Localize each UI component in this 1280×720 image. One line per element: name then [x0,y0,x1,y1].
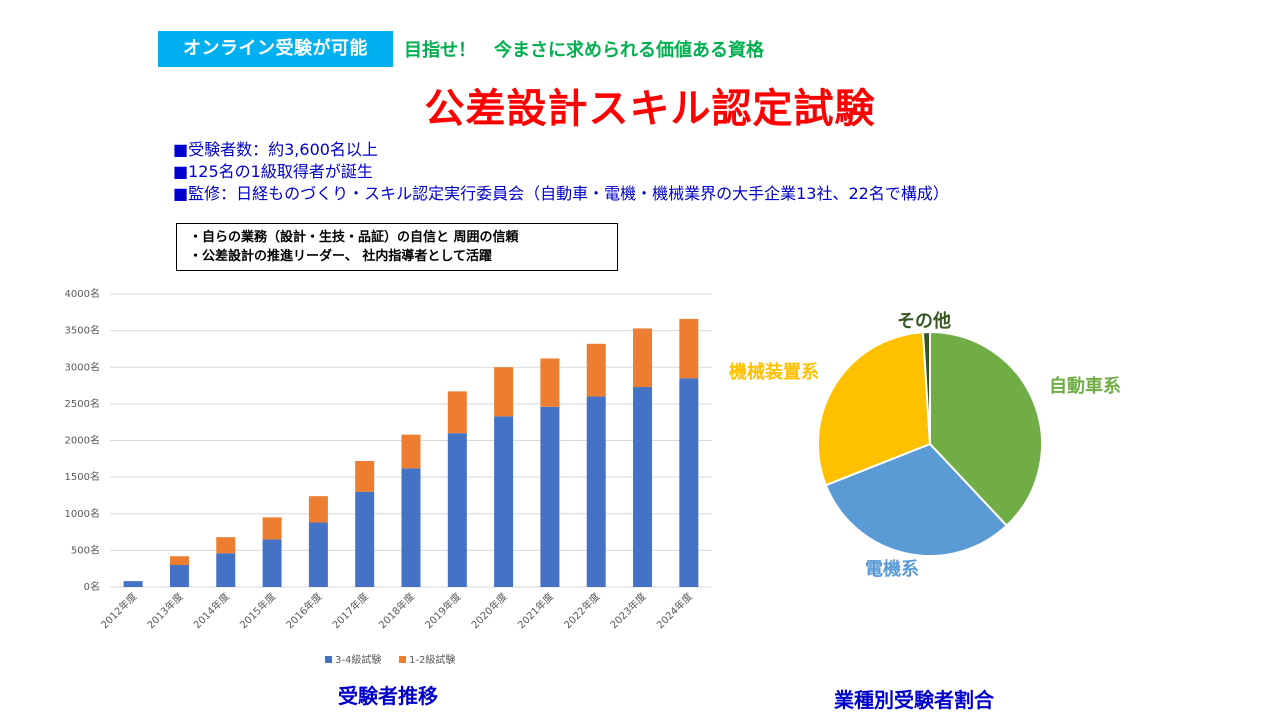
bar-grade-3-4 [494,416,514,587]
bar-grade-1-2 [633,328,653,388]
bar-grade-1-2 [216,537,236,554]
pie-slice-label: 電機系 [865,558,919,580]
tagline: 目指せ！ 今まさに求められる価値ある資格 [404,40,764,61]
bar-chart-caption: 受験者推移 [338,684,438,708]
x-tick-label: 2018年度 [376,590,417,631]
online-exam-badge: オンライン受験が可能 [158,31,393,67]
bar-grade-3-4 [308,522,328,587]
bullet-list: ■受験者数：約3,600名以上 ■125名の1級取得者が誕生 ■監修：日経ものづ… [173,139,949,205]
bar-grade-3-4 [262,539,282,587]
bar-grade-3-4 [540,406,560,587]
legend-swatch [399,656,406,663]
pie-slice [817,331,932,487]
bar-grade-3-4 [123,581,143,587]
x-tick-label: 2023年度 [607,590,648,631]
page-title: 公差設計スキル認定試験 [424,86,876,132]
x-tick-label: 2024年度 [654,590,695,631]
y-tick-label: 0名 [84,580,100,593]
y-tick-label: 1000名 [65,507,100,520]
note-line-leader: ・公差設計の推進リーダー、 社内指導者として活躍 [189,249,493,264]
benefits-note-box: ・自らの業務（設計・生技・品証）の自信と 周囲の信頼 ・公差設計の推進リーダー、… [176,223,618,271]
y-tick-label: 3500名 [65,324,100,337]
bar-grade-1-2 [262,517,282,540]
pie-slice [824,442,1009,557]
pie-slice [921,330,931,445]
y-tick-label: 2500名 [65,397,100,410]
legend-label: 3-4級試験 [335,653,381,666]
bullet-supervision: ■監修：日経ものづくり・スキル認定実行委員会（自動車・電機・機械業界の大手企業1… [173,184,949,203]
y-tick-label: 2000名 [65,434,100,447]
x-tick-label: 2014年度 [191,590,232,631]
examinee-trend-bar-chart: 0名 500名 1000名 1500名 2000名 2500名 3000名 3500名 4000… [65,287,712,666]
y-tick-label: 4000名 [65,287,100,300]
bullet-examinees: ■受験者数：約3,600名以上 [173,140,378,159]
bar-grade-1-2 [308,496,328,523]
bar-grade-3-4 [586,396,606,587]
bar-grade-3-4 [216,553,236,587]
x-tick-label: 2019年度 [422,590,463,631]
x-tick-label: 2022年度 [561,590,602,631]
bar-grade-1-2 [355,461,375,492]
bar-grade-1-2 [586,343,606,397]
bar-grade-1-2 [169,556,189,566]
pie-slice [929,330,1043,528]
bar-grade-1-2 [401,434,421,469]
bar-grade-3-4 [679,378,699,587]
legend-label: 1-2級試験 [409,653,455,666]
pie-slice-label: その他 [897,310,951,332]
bar-grade-1-2 [447,391,467,434]
note-line-confidence: ・自らの業務（設計・生技・品証）の自信と 周囲の信頼 [189,230,519,245]
x-tick-label: 2020年度 [468,590,509,631]
pie-slice-label: 自動車系 [1049,375,1121,397]
bar-grade-3-4 [355,491,375,587]
bar-grade-1-2 [494,367,514,417]
bullet-first-grade: ■125名の1級取得者が誕生 [173,162,373,181]
legend-swatch [325,656,332,663]
y-tick-label: 1500名 [65,470,100,483]
y-tick-label: 500名 [71,543,100,556]
bar-grade-3-4 [633,387,653,587]
x-tick-label: 2017年度 [329,590,370,631]
y-tick-label: 3000名 [65,360,100,373]
bar-grade-1-2 [679,318,699,379]
bar-grade-1-2 [540,358,560,407]
pie-chart-caption: 業種別受験者割合 [834,688,994,712]
bar-grade-3-4 [447,433,467,587]
x-tick-label: 2015年度 [237,590,278,631]
pie-slice-label: 機械装置系 [729,361,819,383]
x-tick-label: 2016年度 [283,590,324,631]
x-tick-label: 2012年度 [98,590,139,631]
x-tick-label: 2013年度 [144,590,185,631]
bar-grade-3-4 [401,468,421,587]
x-tick-label: 2021年度 [515,590,556,631]
bar-grade-3-4 [169,565,189,587]
